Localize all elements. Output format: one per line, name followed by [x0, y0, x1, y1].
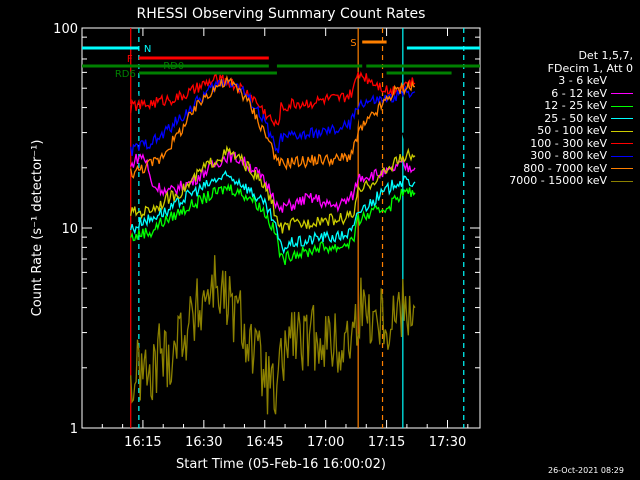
- legend-entry: 3 - 6 keV: [488, 74, 633, 88]
- series-line-2: [130, 182, 416, 266]
- series-line-1: [130, 148, 416, 213]
- legend-entry: 300 - 800 keV: [488, 149, 633, 163]
- x-tick-label-1: 16:30: [185, 435, 222, 450]
- legend-swatch: [611, 143, 633, 145]
- series-line-4: [130, 144, 416, 234]
- legend-entry: 12 - 25 keV: [488, 99, 633, 113]
- legend-swatch: [611, 180, 633, 182]
- legend-swatch: [611, 130, 633, 132]
- instrument-flags: NF RD0 RD6 S: [82, 38, 480, 80]
- y-tick-label-1: 10: [61, 222, 78, 237]
- legend-label: 300 - 800 keV: [530, 149, 607, 162]
- legend-label: 7000 - 15000 keV: [509, 174, 607, 187]
- flag-label-rd0: RD0: [163, 61, 184, 72]
- legend-entry: 50 - 100 keV: [488, 124, 633, 138]
- generation-timestamp: 26-Oct-2021 08:29: [548, 466, 624, 475]
- legend-label: 12 - 25 keV: [544, 99, 607, 112]
- x-tick-label-0: 16:15: [124, 435, 161, 450]
- legend-header-line-2: FDecim 1, Att 0: [547, 61, 633, 75]
- flag-label-f: F: [127, 54, 133, 65]
- legend-swatch: [611, 155, 633, 157]
- y-tick-label-2: 100: [53, 22, 78, 37]
- x-tick-label-3: 17:00: [307, 435, 344, 450]
- x-tick-label-4: 17:15: [368, 435, 405, 450]
- legend-label: 25 - 50 keV: [544, 111, 607, 125]
- legend: Det 1,5,7, FDecim 1, Att 0 3 - 6 keV 6 - …: [488, 49, 633, 188]
- series-line-8: [130, 255, 416, 415]
- legend-entry: 800 - 7000 keV: [488, 161, 633, 176]
- legend-label: 50 - 100 keV: [537, 124, 607, 137]
- legend-swatch: [611, 93, 633, 95]
- series-line-5: [130, 71, 416, 128]
- series-line-6: [130, 78, 416, 156]
- flag-label-s: S: [350, 38, 356, 49]
- y-tick-label-0: 1: [70, 422, 78, 437]
- axis-ticks: 16:15 16:30 16:45 17:00 17:15 17:30 1 10 100: [53, 22, 480, 450]
- legend-swatch: [611, 105, 633, 107]
- flag-label-n: N: [144, 44, 151, 55]
- x-tick-label-2: 16:45: [246, 435, 283, 450]
- legend-swatch: [611, 80, 633, 82]
- legend-entry: 6 - 12 keV: [488, 86, 633, 101]
- legend-entry: 25 - 50 keV: [488, 111, 633, 126]
- series-group: [130, 71, 416, 415]
- legend-label: 800 - 7000 keV: [523, 161, 607, 175]
- flag-label-rd6: RD6: [115, 69, 136, 80]
- legend-entry: 100 - 300 keV: [488, 136, 633, 151]
- x-axis-label: Start Time (05-Feb-16 16:00:02): [176, 457, 386, 472]
- x-tick-label-5: 17:30: [429, 435, 466, 450]
- legend-swatch: [611, 168, 633, 170]
- y-axis-label: Count Rate (s⁻¹ detector⁻¹): [30, 140, 45, 317]
- legend-header-line-1: Det 1,5,7,: [578, 49, 633, 62]
- legend-swatch: [611, 118, 633, 120]
- legend-label: 3 - 6 keV: [558, 74, 607, 87]
- legend-label: 100 - 300 keV: [530, 136, 607, 150]
- legend-entry: 7000 - 15000 keV: [488, 174, 633, 188]
- mode-vertical-lines: [130, 28, 465, 428]
- chart-title: RHESSI Observing Summary Count Rates: [137, 6, 426, 22]
- series-line-7: [130, 74, 416, 179]
- legend-label: 6 - 12 keV: [551, 86, 607, 100]
